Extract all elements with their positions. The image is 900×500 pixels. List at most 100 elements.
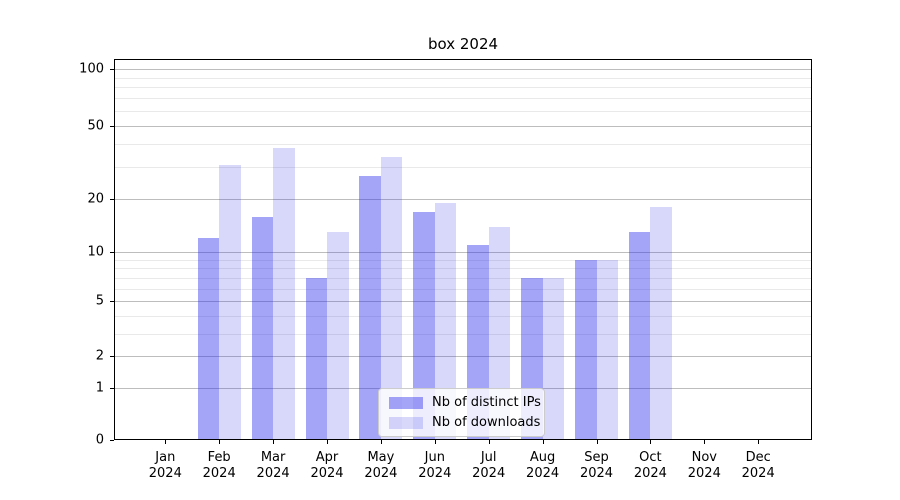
x-tick-label-month: Dec [745,450,771,465]
bar-feb-downloads [219,164,241,440]
legend-swatch [389,396,423,409]
x-tick-label-month: Jan [155,450,176,465]
x-tick-label: Feb 2024 [191,450,247,482]
x-tick-label-year: 2024 [472,466,506,481]
bar-oct-downloads [650,207,672,440]
gridline-minor [114,167,812,169]
legend-item-downloads: Nb of downloads [389,415,544,430]
bar-jun-ips [413,211,435,440]
bar-mar-downloads [273,148,295,440]
gridline-minor [114,87,812,89]
y-tick-label: 0 [95,432,104,448]
bar-aug-downloads [542,277,565,440]
x-tick-label-month: Jun [424,450,445,465]
bar-mar-ips [251,216,274,440]
legend-label: Nb of downloads [432,415,541,430]
x-tick-mark [488,440,490,444]
y-tick-label: 50 [87,118,104,134]
legend-label: Nb of distinct IPs [432,395,541,410]
gridline-minor [114,259,812,261]
x-tick-label-month: May [367,450,395,465]
x-tick-mark [704,440,706,444]
x-tick-label: Aug 2024 [515,450,571,482]
x-tick-label: Nov 2024 [676,450,732,482]
y-tick-mark [110,388,114,390]
x-tick-label: Jul 2024 [461,450,517,482]
y-tick-label: 2 [95,348,104,364]
x-tick-label-year: 2024 [202,466,236,481]
y-tick-mark [110,301,114,303]
plot-area: 0 1 2 5 10 20 50 100 Jan 2024 Feb 2024 Mar 2024 Apr 202… [79,59,812,481]
x-tick-label-year: 2024 [418,466,452,481]
y-tick-mark [110,356,114,358]
y-tick-mark [110,440,114,441]
x-tick-mark [380,440,382,444]
bar-may-downloads [380,157,403,440]
gridline-minor [114,268,812,270]
gridline-minor [114,111,812,112]
gridline-minor [114,333,812,335]
x-tick-label: Jun 2024 [407,450,463,482]
x-tick-mark [758,440,760,444]
x-tick-label-month: Oct [639,450,662,465]
gridline-minor [114,144,812,145]
gridline-major [114,356,812,358]
x-tick-label-month: Aug [529,450,556,465]
x-tick-label-month: Jul [480,450,497,465]
x-tick-mark [327,440,328,444]
x-tick-mark [650,440,652,444]
x-tick-mark [219,440,221,444]
bar-jun-downloads [434,203,457,440]
y-tick-mark [110,252,114,253]
x-tick-label-month: Mar [260,450,286,465]
x-tick-label: Sep 2024 [569,450,625,482]
gridline-minor [114,98,812,100]
bar-jul-downloads [488,226,511,440]
legend: Nb of distinct IPs Nb of downloads [378,388,545,437]
y-tick-label: 5 [95,293,104,309]
x-tick-label-month: Apr [315,450,339,465]
bar-apr-ips [305,277,327,440]
x-tick-label-year: 2024 [364,466,398,481]
y-tick-label: 20 [87,191,104,207]
x-tick-mark [273,440,275,444]
bar-apr-downloads [327,232,349,440]
bar-sep-ips [575,259,597,440]
x-tick-label-month: Feb [207,450,231,465]
y-tick-mark [110,125,114,127]
x-tick-label: Apr 2024 [299,450,355,482]
x-tick-label-year: 2024 [148,466,182,481]
y-tick-label: 100 [79,61,104,77]
gridline-major [114,125,812,127]
x-tick-label-month: Sep [584,450,609,465]
y-tick-mark [110,199,114,201]
bar-sep-downloads [596,259,618,440]
x-tick-label-year: 2024 [310,466,344,481]
gridline-minor [114,277,812,279]
gridline-major [114,69,812,70]
bar-may-ips [359,175,381,440]
gridline-minor [114,315,812,317]
bar-feb-ips [197,238,220,440]
x-tick-mark [434,440,436,444]
x-tick-label-month: Nov [691,450,717,465]
legend-item-distinct-ips: Nb of distinct IPs [389,395,544,410]
x-tick-label: May 2024 [353,450,409,482]
y-tick-mark [110,69,114,70]
y-tick-label: 1 [95,380,104,396]
x-tick-label-year: 2024 [256,466,290,481]
x-tick-label-year: 2024 [633,466,667,481]
gridline-major [114,199,812,201]
gridline-minor [114,77,812,79]
gridline-major [114,301,812,303]
x-tick-label: Oct 2024 [622,450,678,482]
x-tick-label-year: 2024 [579,466,614,481]
x-tick-label: Mar 2024 [245,450,301,482]
legend-swatch [389,416,423,429]
x-tick-label-year: 2024 [526,466,560,481]
x-tick-label-year: 2024 [687,466,721,481]
x-tick-mark [165,440,167,444]
gridline-major [114,252,812,253]
y-tick-label: 10 [87,244,104,260]
